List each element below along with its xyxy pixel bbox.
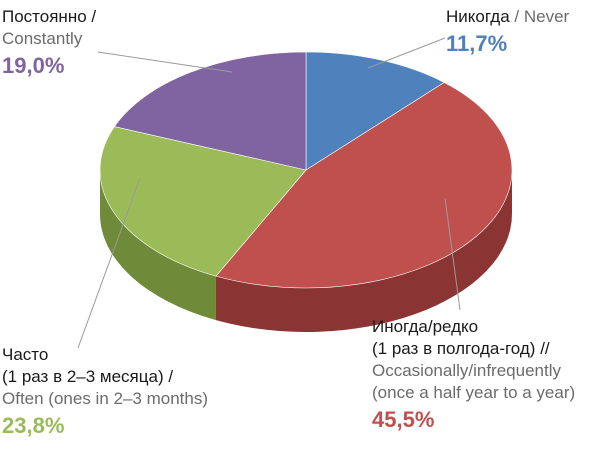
pie-slice-3 — [113, 51, 307, 171]
pie-slice-0 — [305, 51, 445, 171]
leader-often — [77, 177, 141, 349]
label-constantly-en: Constantly — [2, 29, 83, 48]
label-often-ru2: (1 раз в 2–3 месяца) / — [2, 367, 174, 386]
label-never-ru: Никогда — [446, 7, 510, 26]
label-never: Никогда / Never 11,7% — [446, 6, 569, 58]
label-occasionally-ru1: Иногда/редко — [372, 317, 479, 336]
pie-tops — [99, 51, 513, 289]
pie-side-1-0 — [215, 170, 512, 332]
pie-sides — [100, 170, 512, 332]
leader-lines — [77, 37, 461, 349]
label-often-en1: Often (ones in 2–3 months) — [2, 389, 209, 408]
label-often-pct: 23,8% — [2, 413, 65, 438]
label-never-en: Never — [523, 7, 570, 26]
label-never-sep: / — [509, 7, 524, 26]
leader-never — [367, 37, 446, 69]
label-occasionally-en1: Occasionally/infrequently — [372, 361, 561, 380]
label-constantly-ru: Постоянно / — [2, 7, 97, 26]
label-constantly: Постоянно / Constantly 19,0% — [2, 6, 96, 80]
label-occasionally-ru2: (1 раз в полгода-год) // — [372, 339, 550, 358]
pie-slice-1 — [215, 82, 513, 289]
label-occasionally: Иногда/редко (1 раз в полгода-год) // Oc… — [372, 316, 575, 434]
label-often: Часто (1 раз в 2–3 месяца) / Often (ones… — [2, 344, 208, 440]
pie-slice-2 — [99, 126, 307, 277]
label-often-ru1: Часто — [2, 345, 49, 364]
leader-constantly — [97, 51, 233, 73]
label-constantly-pct: 19,0% — [2, 53, 65, 78]
leader-occasionally — [444, 197, 461, 311]
label-never-pct: 11,7% — [446, 31, 508, 56]
label-occasionally-en2: (once a half year to a year) — [372, 383, 576, 402]
pie-side-2-0 — [100, 170, 216, 321]
label-occasionally-pct: 45,5% — [372, 407, 435, 432]
